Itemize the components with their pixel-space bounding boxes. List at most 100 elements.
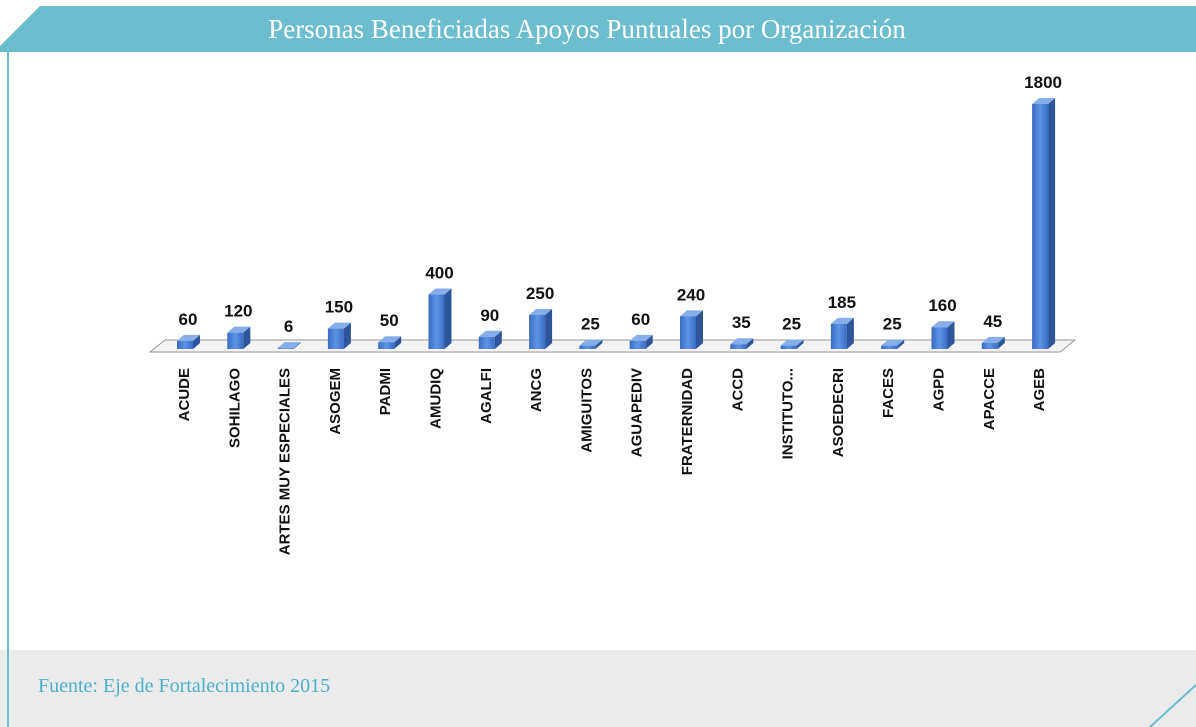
data-label: 120 — [224, 302, 252, 321]
data-label: 150 — [325, 298, 353, 317]
bar-side — [293, 342, 301, 349]
bar-side — [243, 326, 251, 349]
bar-top — [1032, 98, 1056, 104]
bar-top — [327, 322, 351, 329]
bar-side — [897, 339, 905, 349]
bar-side — [846, 317, 854, 349]
bar — [428, 288, 452, 349]
x-tick-label: APACCE — [981, 368, 998, 430]
x-tick-label: FRATERNIDAD — [679, 368, 696, 475]
bar — [780, 339, 804, 349]
x-tick-label: ARTES MUY ESPECIALES — [277, 368, 294, 555]
data-label: 240 — [677, 285, 705, 304]
bar-front — [730, 344, 747, 349]
bar-top — [227, 326, 251, 333]
data-label: 185 — [828, 293, 856, 312]
x-tick-label: AGALFI — [478, 368, 495, 424]
bar-top — [579, 339, 603, 346]
x-tick-label: FACES — [880, 368, 897, 418]
bar-side — [394, 336, 402, 349]
bar-side — [696, 310, 703, 349]
bar-front — [327, 328, 344, 349]
bar-front — [629, 340, 646, 349]
bar-top — [981, 336, 1005, 343]
bar-top — [830, 317, 854, 324]
bar-side — [645, 334, 653, 349]
bar-side — [494, 330, 502, 349]
bar-side — [444, 288, 452, 349]
bar — [730, 338, 754, 349]
bar — [1032, 98, 1056, 349]
bar-top — [629, 334, 653, 341]
x-tick-label: ACUDE — [176, 368, 193, 421]
bar-front — [378, 342, 395, 349]
data-label: 1800 — [1024, 73, 1062, 92]
data-label: 25 — [883, 315, 902, 334]
data-label: 250 — [526, 284, 554, 303]
bar-side — [947, 321, 955, 349]
bar-front — [177, 340, 193, 349]
bar-side — [746, 338, 754, 349]
bar — [177, 334, 200, 349]
bar — [629, 334, 653, 349]
bar — [579, 339, 603, 349]
bar-side — [343, 322, 351, 349]
bar-side — [545, 308, 553, 349]
bar — [981, 336, 1005, 349]
bar-side — [595, 339, 603, 349]
x-tick-label: ASOEDECRI — [830, 368, 847, 457]
bar — [378, 336, 402, 349]
x-tick-label: SOHILAGO — [226, 368, 243, 448]
bar — [529, 308, 553, 349]
x-tick-label: AMIGUITOS — [578, 368, 595, 453]
bar-front — [579, 345, 596, 349]
bar-top — [529, 308, 553, 315]
caption: Fuente: Eje de Fortalecimiento 2015 — [38, 675, 330, 697]
bar-front — [1032, 104, 1049, 349]
bar-front — [881, 345, 898, 349]
data-label: 6 — [284, 317, 293, 336]
bar-top — [931, 321, 955, 328]
bar — [830, 317, 854, 349]
bar-front — [529, 314, 546, 349]
chart-title: Personas Beneficiadas Apoyos Puntuales p… — [268, 14, 906, 44]
bar-front — [428, 294, 445, 349]
bar — [881, 339, 905, 349]
x-tick-label: AGUAPEDIV — [629, 368, 646, 457]
bar-side — [1048, 98, 1056, 349]
x-tick-label: AGEB — [1031, 368, 1048, 412]
bar-front — [478, 336, 495, 349]
bar-front — [227, 332, 244, 349]
frame-corner — [1149, 684, 1196, 727]
data-label: 400 — [425, 264, 453, 283]
bar-top — [680, 310, 703, 317]
bar-front — [780, 345, 797, 349]
data-label: 25 — [782, 315, 801, 334]
bar — [478, 330, 502, 349]
x-tick-label: AGPD — [930, 368, 947, 412]
bar — [277, 342, 301, 349]
bar-side — [193, 334, 200, 349]
x-tick-label: ANCG — [528, 368, 545, 412]
bar-side — [997, 336, 1005, 349]
bar — [227, 326, 251, 349]
bar-top — [378, 336, 402, 343]
bar — [327, 322, 351, 349]
bar-front — [931, 327, 948, 349]
data-label: 35 — [732, 313, 751, 332]
bar — [931, 321, 955, 349]
data-label: 45 — [983, 312, 1002, 331]
bar-front — [830, 323, 847, 349]
bar-top — [881, 339, 905, 346]
x-tick-label: AMUDIQ — [427, 368, 444, 429]
bar-top — [428, 288, 452, 295]
data-label: 160 — [928, 296, 956, 315]
bar-top — [277, 342, 301, 349]
bar-side — [796, 339, 804, 349]
bar-front — [680, 316, 696, 349]
bar — [680, 310, 703, 349]
x-tick-label: ACCD — [729, 368, 746, 411]
bar-top — [177, 334, 200, 341]
x-tick-label: ASOGEM — [327, 368, 344, 435]
